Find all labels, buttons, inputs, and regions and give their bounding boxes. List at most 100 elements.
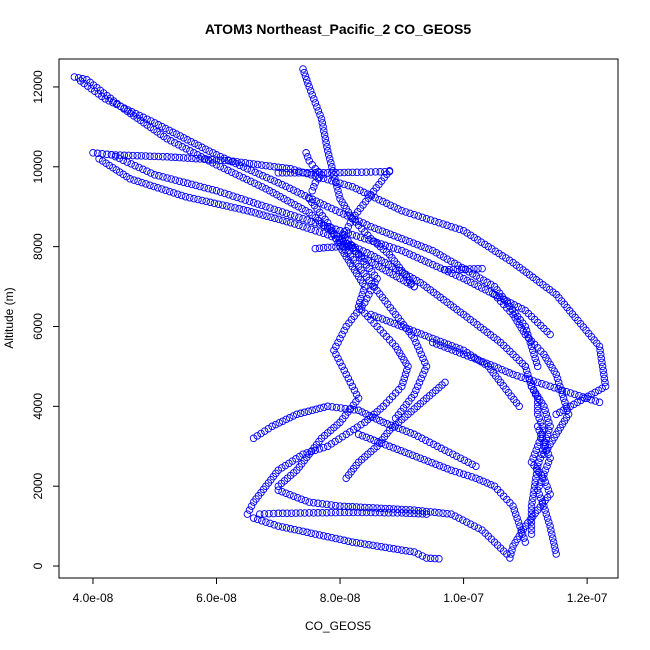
data-point <box>299 527 307 536</box>
data-point <box>414 506 423 515</box>
data-point <box>274 163 283 171</box>
data-point <box>374 313 383 322</box>
data-point <box>536 454 544 462</box>
data-point <box>307 169 315 177</box>
data-point <box>128 108 136 116</box>
data-point <box>282 489 290 497</box>
data-point <box>456 454 465 462</box>
data-point <box>533 362 542 371</box>
data-point <box>143 115 151 123</box>
y-tick-label: 0 <box>31 562 45 569</box>
data-point <box>538 498 547 506</box>
data-point <box>381 167 389 176</box>
data-point <box>210 199 219 208</box>
data-point <box>336 535 344 544</box>
data-point <box>315 244 324 252</box>
data-point <box>278 169 287 177</box>
data-point <box>425 245 433 253</box>
data-point <box>367 222 375 231</box>
data-point <box>561 398 569 407</box>
data-point <box>413 328 422 337</box>
data-point <box>278 523 287 531</box>
data-point <box>410 430 418 439</box>
data-point <box>141 152 150 160</box>
data-point <box>253 515 262 524</box>
data-point <box>285 184 294 193</box>
data-point <box>544 486 553 494</box>
data-point <box>331 206 340 215</box>
data-point <box>472 474 480 482</box>
data-point <box>402 505 410 514</box>
data-point <box>398 426 407 434</box>
data-point <box>101 95 110 103</box>
data-point <box>398 206 406 215</box>
data-point <box>322 139 330 147</box>
data-point <box>514 518 523 526</box>
data-point <box>538 434 547 443</box>
data-point <box>182 145 190 153</box>
data-point <box>300 68 308 77</box>
data-point <box>549 538 558 546</box>
data-point <box>445 265 453 274</box>
data-point <box>462 518 471 526</box>
data-point <box>265 509 273 518</box>
y-axis-label: Altitude (m) <box>2 287 16 348</box>
data-point <box>340 228 348 236</box>
data-point <box>409 252 418 260</box>
data-point <box>431 554 439 563</box>
data-point <box>390 203 398 211</box>
data-point <box>366 435 374 443</box>
data-point <box>552 550 560 558</box>
data-point <box>336 502 344 510</box>
data-point <box>371 224 379 232</box>
data-point <box>369 504 377 512</box>
data-point <box>432 248 441 257</box>
data-point <box>494 364 502 372</box>
data-point <box>249 498 258 506</box>
data-point <box>468 460 476 468</box>
chart-title: ATOM3 Northeast_Pacific_2 CO_GEOS5 <box>205 21 472 37</box>
data-point <box>328 533 336 542</box>
data-point <box>348 230 357 239</box>
data-point <box>418 434 426 443</box>
data-point <box>308 186 316 195</box>
data-point <box>545 426 553 435</box>
data-point <box>587 395 595 404</box>
data-point <box>297 495 306 503</box>
data-point <box>444 340 452 349</box>
data-point <box>357 420 365 429</box>
data-point <box>359 286 368 295</box>
data-point <box>208 185 217 194</box>
data-point <box>233 193 241 202</box>
data-point <box>251 209 260 217</box>
data-point <box>452 452 461 460</box>
data-point <box>319 229 328 238</box>
data-point <box>171 176 180 184</box>
data-point <box>308 91 316 99</box>
data-point <box>367 168 375 176</box>
data-point <box>309 498 318 507</box>
data-point <box>162 186 170 195</box>
data-point <box>545 518 553 526</box>
data-point <box>186 147 194 155</box>
x-tick-label: 4.0e-08 <box>73 591 114 605</box>
data-point <box>598 358 606 367</box>
data-point <box>455 469 464 477</box>
data-point <box>566 389 575 397</box>
data-point <box>274 509 283 518</box>
data-point <box>352 503 361 511</box>
data-point <box>542 510 551 518</box>
data-point <box>348 214 357 223</box>
data-point <box>601 378 609 387</box>
data-point <box>297 190 305 198</box>
data-point <box>479 276 488 284</box>
data-point <box>548 530 556 538</box>
data-point <box>346 218 355 227</box>
data-point <box>455 225 464 234</box>
data-point <box>393 505 402 513</box>
data-point <box>459 516 467 524</box>
data-point <box>470 265 478 273</box>
data-point <box>361 409 370 418</box>
data-point <box>177 191 186 200</box>
data-point <box>596 346 604 355</box>
